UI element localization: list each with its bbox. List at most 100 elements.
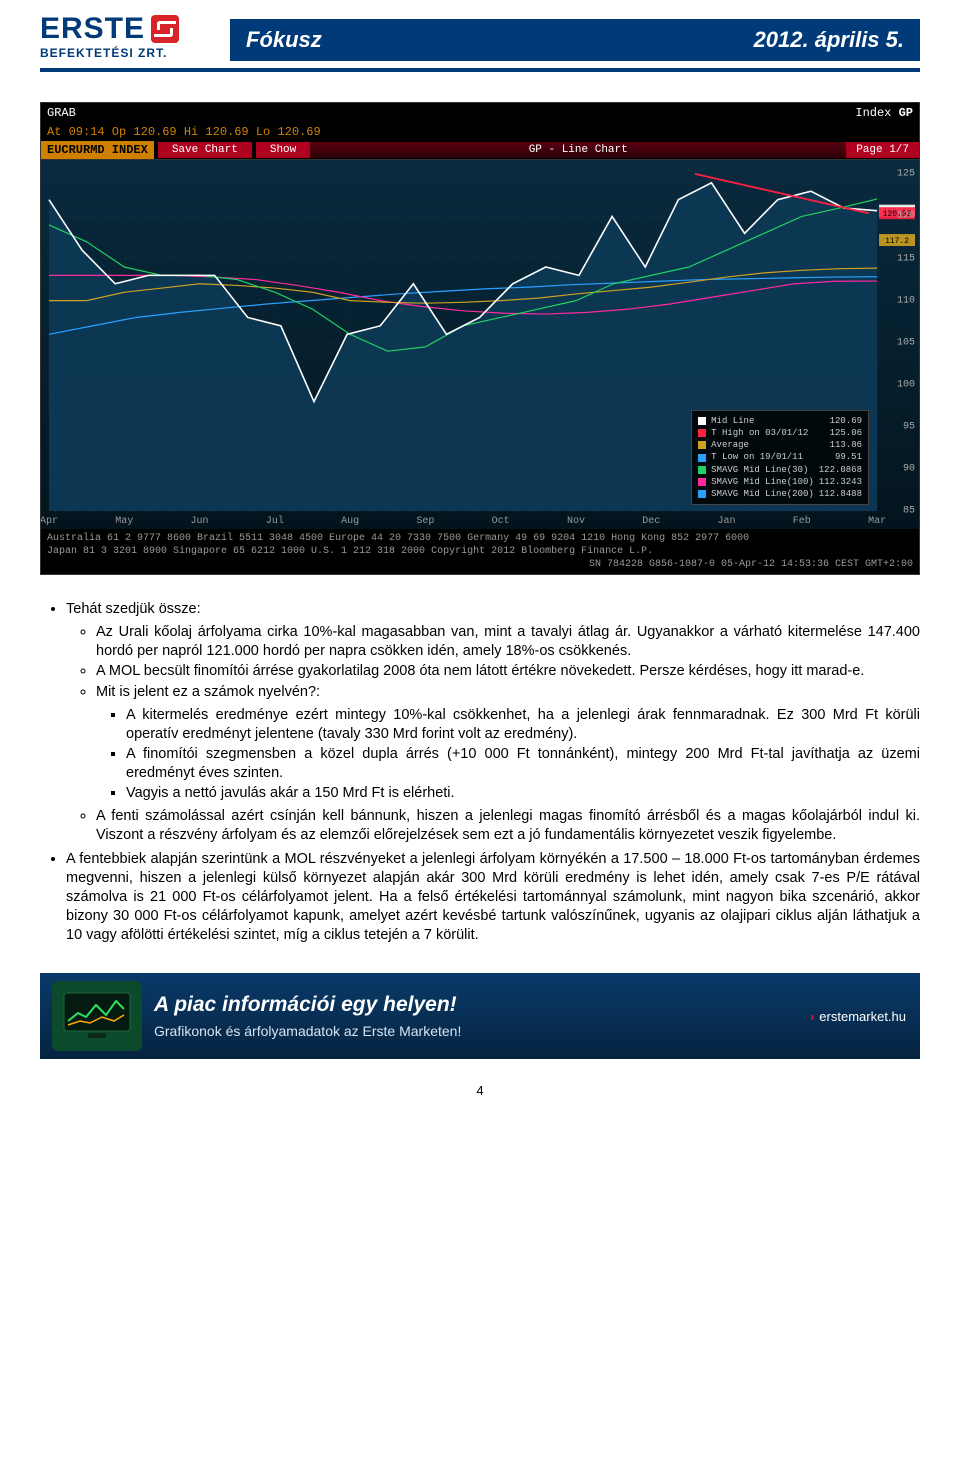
- x-tick-label: Aug: [341, 516, 359, 527]
- x-tick-label: Feb: [793, 516, 811, 527]
- bullet-item: A kitermelés eredménye ezért mintegy 10%…: [126, 706, 920, 744]
- bullet-text: A fentebbiek alapján szerintünk a MOL ré…: [66, 851, 920, 944]
- x-tick-label: Oct: [492, 516, 510, 527]
- legend-swatch: [698, 441, 706, 449]
- chevron-icon: ›: [810, 1009, 814, 1024]
- legend-row: Average 113.86: [698, 439, 862, 451]
- y-tick-label: 115: [897, 253, 915, 264]
- legend-swatch: [698, 466, 706, 474]
- y-tick-label: 105: [897, 337, 915, 348]
- banner-text: A piac információi egy helyen! Grafikono…: [154, 993, 461, 1039]
- index-label: Index: [855, 106, 891, 120]
- bullet-text: A finomítói szegmensben a közel dupla ár…: [126, 746, 920, 781]
- doc-date: 2012. április 5.: [754, 27, 904, 53]
- bullet-item: Az Urali kőolaj árfolyama cirka 10%-kal …: [96, 623, 920, 661]
- legend-label: Average: [711, 439, 749, 451]
- bullet-text: Az Urali kőolaj árfolyama cirka 10%-kal …: [96, 624, 920, 659]
- page-header: ERSTE BEFEKTETÉSI ZRT. Fókusz 2012. ápri…: [40, 0, 920, 72]
- legend-value: 112.8488: [819, 488, 862, 500]
- x-tick-label: Nov: [567, 516, 585, 527]
- brand-s-mark: [151, 15, 179, 43]
- legend-label: SMAVG Mid Line(200): [711, 488, 814, 500]
- page-number: 4: [40, 1083, 920, 1098]
- legend-row: SMAVG Mid Line(100) 112.3243: [698, 476, 862, 488]
- legend-swatch: [698, 417, 706, 425]
- legend-value: 125.06: [830, 427, 862, 439]
- bloomberg-terminal: GRAB Index GP At 09:14 Op 120.69 Hi 120.…: [40, 102, 920, 575]
- x-tick-label: Mar: [868, 516, 886, 527]
- footer-line-3: SN 784228 G856-1087-0 05-Apr-12 14:53:36…: [47, 558, 913, 571]
- y-tick-label: 95: [903, 421, 915, 432]
- terminal-footer: Australia 61 2 9777 8600 Brazil 5511 304…: [41, 529, 919, 574]
- legend-row: T Low on 19/01/11 99.51: [698, 451, 862, 463]
- legend-value: 113.86: [830, 439, 862, 451]
- brand-word: ERSTE: [40, 12, 145, 46]
- ticker-symbol: EUCRURMD INDEX: [41, 141, 154, 159]
- bullet-text: Vagyis a nettó javulás akár a 150 Mrd Ft…: [126, 785, 455, 801]
- legend-swatch: [698, 490, 706, 498]
- bullet-text: A fenti számolással azért csínján kell b…: [96, 808, 920, 843]
- brand-subtitle: BEFEKTETÉSI ZRT.: [40, 46, 210, 60]
- banner-subline: Grafikonok és árfolyamadatok az Erste Ma…: [154, 1023, 461, 1039]
- body-text: Tehát szedjük össze: Az Urali kőolaj árfo…: [40, 600, 920, 945]
- legend-row: Mid Line 120.69: [698, 415, 862, 427]
- legend-swatch: [698, 454, 706, 462]
- chart-area: 120.69120.39117.2 8590951001051101151201…: [41, 159, 919, 529]
- bullet-item: A fenti számolással azért csínján kell b…: [96, 807, 920, 845]
- x-tick-label: Sep: [416, 516, 434, 527]
- bullet-item: A fentebbiek alapján szerintünk a MOL ré…: [66, 850, 920, 946]
- y-tick-label: 120: [897, 211, 915, 222]
- x-tick-label: May: [115, 516, 133, 527]
- grab-label: GRAB: [47, 106, 76, 120]
- bullet-item: A finomítói szegmensben a közel dupla ár…: [126, 745, 920, 783]
- bullet-item: Mit is jelent ez a számok nyelvén?: A kit…: [96, 683, 920, 804]
- legend-label: Mid Line: [711, 415, 754, 427]
- x-tick-label: Jul: [266, 516, 284, 527]
- bullet-text: Tehát szedjük össze:: [66, 601, 201, 617]
- banner-url: erstemarket.hu: [819, 1009, 906, 1024]
- bullet-text: A kitermelés eredménye ezért mintegy 10%…: [126, 707, 920, 742]
- bullet-item: Tehát szedjük össze: Az Urali kőolaj árfo…: [66, 600, 920, 846]
- bullet-item: Vagyis a nettó javulás akár a 150 Mrd Ft…: [126, 784, 920, 803]
- gp-label: GP: [899, 106, 913, 120]
- svg-text:117.2: 117.2: [885, 237, 909, 246]
- promo-banner[interactable]: A piac információi egy helyen! Grafikono…: [40, 973, 920, 1059]
- banner-headline: A piac információi egy helyen!: [154, 993, 461, 1017]
- x-tick-label: Jan: [718, 516, 736, 527]
- legend-label: T High on 03/01/12: [711, 427, 808, 439]
- legend-row: T High on 03/01/12 125.06: [698, 427, 862, 439]
- legend-label: SMAVG Mid Line(30): [711, 464, 808, 476]
- y-tick-label: 90: [903, 463, 915, 474]
- legend-label: T Low on 19/01/11: [711, 451, 803, 463]
- brand-logo: ERSTE BEFEKTETÉSI ZRT.: [40, 12, 210, 68]
- ohlc-line: At 09:14 Op 120.69 Hi 120.69 Lo 120.69: [41, 123, 919, 141]
- x-tick-label: Dec: [642, 516, 660, 527]
- y-tick-label: 85: [903, 506, 915, 517]
- chart-legend: Mid Line120.69T High on 03/01/12125.06Av…: [691, 410, 869, 505]
- footer-line-1: Australia 61 2 9777 8600 Brazil 5511 304…: [47, 532, 913, 545]
- title-bar: Fókusz 2012. április 5.: [230, 19, 920, 61]
- x-tick-label: Jun: [191, 516, 209, 527]
- y-tick-label: 125: [897, 169, 915, 180]
- legend-label: SMAVG Mid Line(100): [711, 476, 814, 488]
- x-tick-label: Apr: [41, 516, 58, 527]
- legend-swatch: [698, 478, 706, 486]
- banner-monitor-icon: [52, 981, 142, 1051]
- y-tick-label: 100: [897, 379, 915, 390]
- doc-title: Fókusz: [246, 27, 322, 53]
- show-button[interactable]: Show: [256, 142, 310, 158]
- legend-value: 99.51: [835, 451, 862, 463]
- bullet-text: A MOL becsült finomítói árrése gyakorlat…: [96, 663, 864, 679]
- legend-row: SMAVG Mid Line(200) 112.8488: [698, 488, 862, 500]
- bullet-item: A MOL becsült finomítói árrése gyakorlat…: [96, 662, 920, 681]
- legend-swatch: [698, 429, 706, 437]
- y-tick-label: 110: [897, 295, 915, 306]
- page-indicator: Page 1/7: [846, 142, 919, 158]
- legend-value: 112.3243: [819, 476, 862, 488]
- chart-type-label: GP - Line Chart: [310, 142, 846, 158]
- save-chart-button[interactable]: Save Chart: [158, 142, 252, 158]
- banner-link[interactable]: › erstemarket.hu: [810, 1009, 906, 1024]
- bullet-text: Mit is jelent ez a számok nyelvén?:: [96, 684, 320, 700]
- legend-value: 120.69: [830, 415, 862, 427]
- legend-value: 122.0868: [819, 464, 862, 476]
